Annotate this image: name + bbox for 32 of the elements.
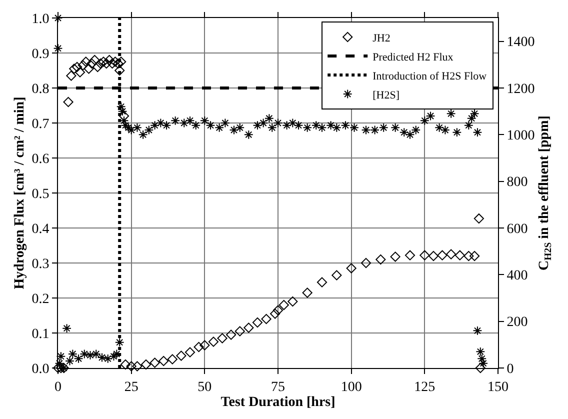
y-tick-label: 0.1 xyxy=(32,326,50,342)
y-tick-label: 0.3 xyxy=(32,256,50,272)
legend-label: Introduction of H2S Flow xyxy=(372,70,487,82)
y2-tick-label: 400 xyxy=(506,268,528,284)
x-tick-label: 75 xyxy=(271,380,285,395)
x-tick-label: 25 xyxy=(124,380,138,395)
x-tick-label: 100 xyxy=(340,380,362,395)
x-tick-label: 125 xyxy=(414,380,436,395)
legend-label: Predicted H2 Flux xyxy=(372,51,454,64)
y-tick-label: 0.9 xyxy=(32,46,50,62)
legend-label: JH2 xyxy=(372,32,390,44)
y-tick-label: 0.7 xyxy=(32,116,50,132)
y2-tick-label: 600 xyxy=(506,222,528,237)
y-tick-label: 1.0 xyxy=(32,12,50,27)
y2-tick-label: 1400 xyxy=(506,35,535,50)
y2-tick-label: 800 xyxy=(506,175,528,190)
x-tick-label: 50 xyxy=(198,380,212,395)
x-tick-label: 150 xyxy=(488,380,508,395)
y-tick-label: 0.8 xyxy=(32,82,50,97)
y2-tick-label: 1200 xyxy=(506,82,535,97)
legend-label: [H2S] xyxy=(372,89,400,102)
y-axis-title: Hydrogen Flux [cm³ / cm² / min] xyxy=(12,96,28,290)
y2-tick-label: 0 xyxy=(506,362,514,377)
y-tick-label: 0.4 xyxy=(32,222,50,237)
y2-tick-label: 1000 xyxy=(506,128,535,144)
y-tick-label: 0.2 xyxy=(32,292,50,307)
x-tick-label: 0 xyxy=(54,380,62,395)
x-axis-title: Test Duration [hrs] xyxy=(220,395,336,410)
y-tick-label: 0.5 xyxy=(32,186,50,202)
y2-tick-label: 200 xyxy=(506,315,528,330)
y-tick-label: 0.6 xyxy=(32,152,50,167)
y-tick-label: 0.0 xyxy=(32,362,50,377)
